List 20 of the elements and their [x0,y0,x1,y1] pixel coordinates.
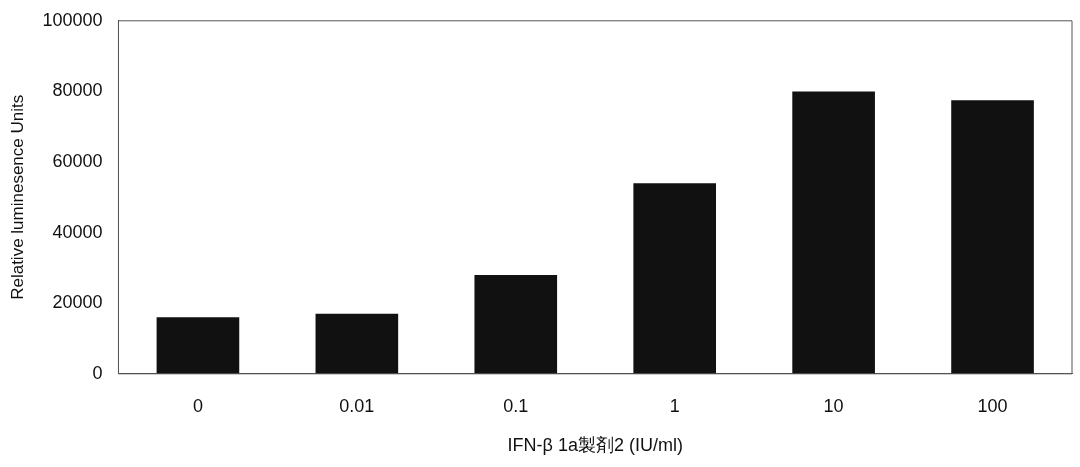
x-tick-label: 0 [192,395,203,416]
bar [633,183,717,374]
bar [315,313,399,374]
y-tick-label: 100000 [42,9,103,30]
x-tick-label: 100 [977,395,1008,416]
x-axis-title: IFN-β 1a製剤2 (IU/ml) [507,435,683,456]
bar [792,91,875,374]
y-tick-label: 80000 [52,80,103,101]
x-tick-label: 0.01 [339,395,375,416]
bar [474,274,558,374]
bar [951,100,1034,374]
y-tick-label: 40000 [52,221,103,242]
x-tick-label: 0.1 [503,395,529,416]
y-tick-label: 0 [92,362,103,383]
y-tick-label: 60000 [52,150,103,171]
x-tick-label: 10 [823,395,844,416]
bar [156,317,240,374]
y-axis-title: Relative luminesence Units [7,94,27,300]
y-tick-label: 20000 [52,292,103,313]
x-tick-label: 1 [669,395,680,416]
